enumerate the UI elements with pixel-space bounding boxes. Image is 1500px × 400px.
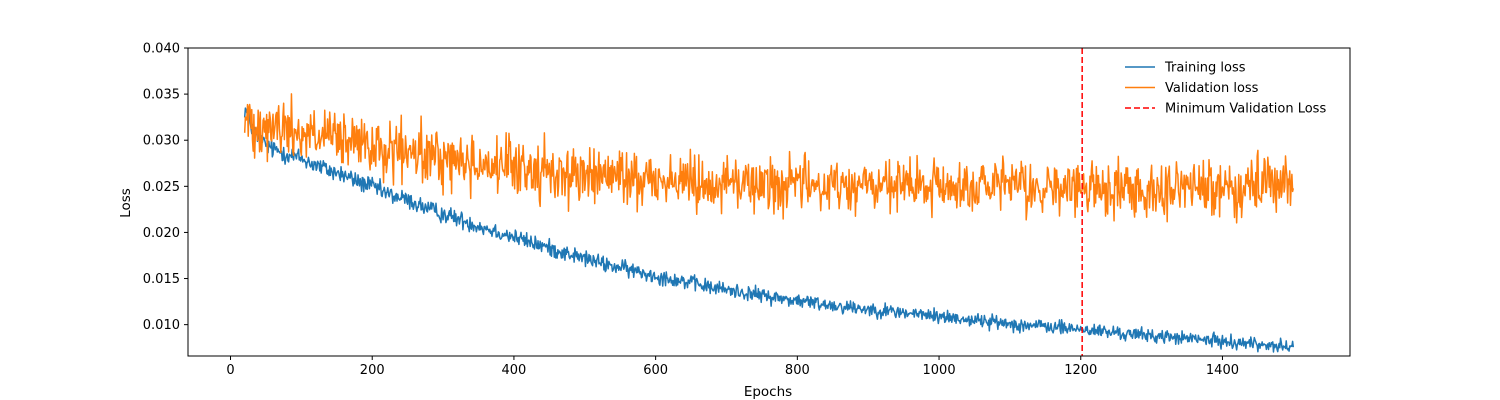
x-tick-label: 0 <box>226 363 234 378</box>
y-tick-label: 0.025 <box>143 180 180 195</box>
x-axis-label: Epochs <box>744 384 792 400</box>
y-tick-label: 0.015 <box>143 272 180 287</box>
legend-label-training-loss: Training loss <box>1164 61 1246 76</box>
x-tick-label: 800 <box>785 363 810 378</box>
x-tick-label: 600 <box>643 363 668 378</box>
y-tick-label: 0.010 <box>143 318 180 333</box>
validation-loss-line <box>243 93 1295 224</box>
training-loss-line <box>243 107 1295 353</box>
x-tick-label: 1000 <box>923 363 956 378</box>
y-axis-label: Loss <box>118 188 134 218</box>
x-tick-label: 400 <box>502 363 527 378</box>
x-tick-label: 200 <box>360 363 385 378</box>
y-tick-label: 0.035 <box>143 88 180 103</box>
y-axis: 0.010 0.015 0.020 0.025 0.030 0.035 0.040 <box>143 42 188 333</box>
legend-label-validation-loss: Validation loss <box>1165 81 1259 96</box>
x-tick-label: 1400 <box>1206 363 1239 378</box>
x-tick-label: 1200 <box>1064 363 1097 378</box>
x-axis: 0 200 400 600 800 1000 1200 1400 <box>226 356 1239 378</box>
series-layer <box>243 93 1295 353</box>
y-tick-label: 0.040 <box>143 42 180 57</box>
y-tick-label: 0.020 <box>143 226 180 241</box>
plot-frame <box>187 47 1351 357</box>
y-tick-label: 0.030 <box>143 134 180 149</box>
legend-label-minimum-validation-loss: Minimum Validation Loss <box>1165 102 1326 117</box>
legend: Training loss Validation loss Minimum Vali… <box>1125 61 1326 117</box>
